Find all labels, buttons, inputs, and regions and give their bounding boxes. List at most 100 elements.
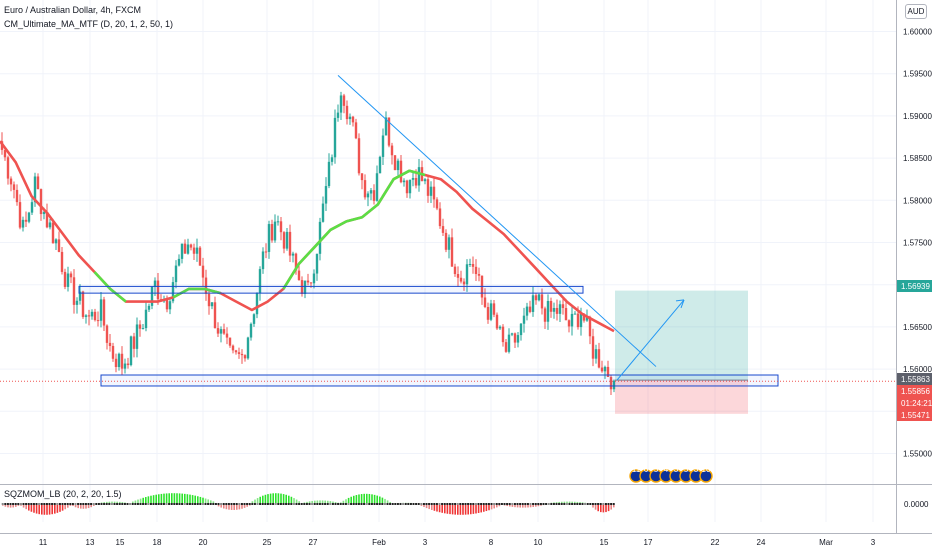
oscillator-bar <box>319 500 321 504</box>
oscillator-bar <box>9 504 12 508</box>
oscillator-squeeze-dot <box>576 503 579 505</box>
oscillator-bar <box>493 504 495 509</box>
price-label-box <box>897 385 932 397</box>
currency-button[interactable]: AUD <box>905 4 927 19</box>
candle-body <box>510 333 514 335</box>
candle-body <box>228 337 232 346</box>
oscillator-squeeze-dot <box>17 503 20 505</box>
candle-body <box>549 300 553 312</box>
time-tick-label: 18 <box>153 538 162 547</box>
price-label-box <box>897 397 932 409</box>
oscillator-bar <box>56 504 59 513</box>
oscillator-squeeze-dot <box>451 503 454 505</box>
candle-body <box>204 277 208 294</box>
oscillator-bar <box>134 500 137 504</box>
oscillator-legend[interactable]: SQZMOM_LB (20, 2, 20, 1.5) <box>4 489 122 499</box>
oscillator-squeeze-dot <box>545 503 548 505</box>
candle-body <box>465 264 469 285</box>
candle-body <box>117 353 121 368</box>
projection-arrow <box>616 299 685 381</box>
oscillator-squeeze-dot <box>370 503 373 505</box>
candle-body <box>99 299 103 321</box>
candle-body <box>150 286 154 306</box>
candle-body <box>435 199 439 209</box>
oscillator-pane: 0.0000 <box>1 493 929 515</box>
oscillator-bar <box>225 504 228 510</box>
candle-body <box>426 179 430 196</box>
oscillator-squeeze-dot <box>407 503 410 505</box>
price-label-box <box>897 409 932 421</box>
candle-body <box>555 307 559 314</box>
oscillator-bar <box>519 504 521 508</box>
oscillator-squeeze-dot <box>402 503 405 505</box>
oscillator-bar <box>441 504 443 513</box>
drawing-objects[interactable] <box>0 75 896 414</box>
oscillator-squeeze-dot <box>425 503 428 505</box>
oscillator-bar <box>355 495 358 504</box>
price-tick-label: 1.56500 <box>903 323 932 332</box>
oscillator-bar <box>155 494 157 504</box>
oscillator-squeeze-dot <box>240 503 243 505</box>
candle-body <box>378 156 382 174</box>
oscillator-squeeze-dot <box>350 503 353 505</box>
event-badges[interactable]: 11 6 5 4 3 5 3 10 <box>629 465 713 483</box>
oscillator-bar <box>431 504 433 510</box>
oscillator-bar <box>152 495 155 504</box>
oscillator-squeeze-dot <box>591 503 594 505</box>
oscillator-squeeze-dot <box>131 503 134 505</box>
candle-body <box>186 244 190 254</box>
oscillator-squeeze-dot <box>539 503 542 505</box>
time-tick-label: 22 <box>711 538 720 547</box>
symbol-title[interactable]: Euro / Australian Dollar, 4h, FXCM <box>4 5 142 15</box>
oscillator-squeeze-dot <box>1 503 4 505</box>
oscillator-squeeze-dot <box>612 503 615 505</box>
oscillator-squeeze-dot <box>53 503 56 505</box>
price-tick-label: 1.57500 <box>903 239 932 248</box>
oscillator-squeeze-dot <box>58 503 61 505</box>
oscillator-squeeze-dot <box>347 503 350 505</box>
candle-body <box>303 280 307 294</box>
candle-body <box>534 295 538 301</box>
oscillator-squeeze-dot <box>529 503 532 505</box>
indicator-legend[interactable]: CM_Ultimate_MA_MTF (D, 20, 1, 2, 50, 1) <box>4 19 174 29</box>
oscillator-squeeze-dot <box>542 503 545 505</box>
oscillator-squeeze-dot <box>513 503 516 505</box>
oscillator-bar <box>607 504 610 512</box>
oscillator-squeeze-dot <box>443 503 446 505</box>
candle-body <box>141 328 145 330</box>
oscillator-squeeze-dot <box>282 503 285 505</box>
oscillator-squeeze-dot <box>519 503 522 505</box>
oscillator-bar <box>314 500 316 504</box>
oscillator-squeeze-dot <box>448 503 451 505</box>
oscillator-bar <box>233 504 235 510</box>
time-axis[interactable]: 11 13 15 18 20 25 27 Feb 3 8 10 15 17 22 24 Mar 3 <box>39 538 876 547</box>
oscillator-bar <box>353 495 355 504</box>
candle-body <box>198 247 202 266</box>
candle-body <box>468 263 472 265</box>
oscillator-bar <box>436 504 438 512</box>
candle-body <box>201 265 205 278</box>
candle-body <box>333 117 337 158</box>
oscillator-squeeze-dot <box>490 503 493 505</box>
candle-body <box>531 295 535 312</box>
candle-body <box>192 247 196 254</box>
oscillator-squeeze-dot <box>204 503 207 505</box>
time-tick-label: 3 <box>423 538 428 547</box>
candle-body <box>498 326 502 329</box>
oscillator-bar <box>61 504 64 511</box>
candle-body <box>78 291 82 301</box>
oscillator-bar <box>207 499 209 504</box>
time-tick-label: 17 <box>644 538 653 547</box>
oscillator-squeeze-dot <box>277 503 280 505</box>
time-tick-label: 25 <box>263 538 272 547</box>
oscillator-squeeze-dot <box>485 503 488 505</box>
oscillator-bar <box>535 504 537 507</box>
oscillator-squeeze-dot <box>225 503 228 505</box>
oscillator-squeeze-dot <box>597 503 600 505</box>
candle-body <box>165 299 169 310</box>
oscillator-bar <box>90 504 92 508</box>
oscillator-bar <box>116 501 118 504</box>
candle-body <box>324 186 328 204</box>
oscillator-squeeze-dot <box>142 503 145 505</box>
